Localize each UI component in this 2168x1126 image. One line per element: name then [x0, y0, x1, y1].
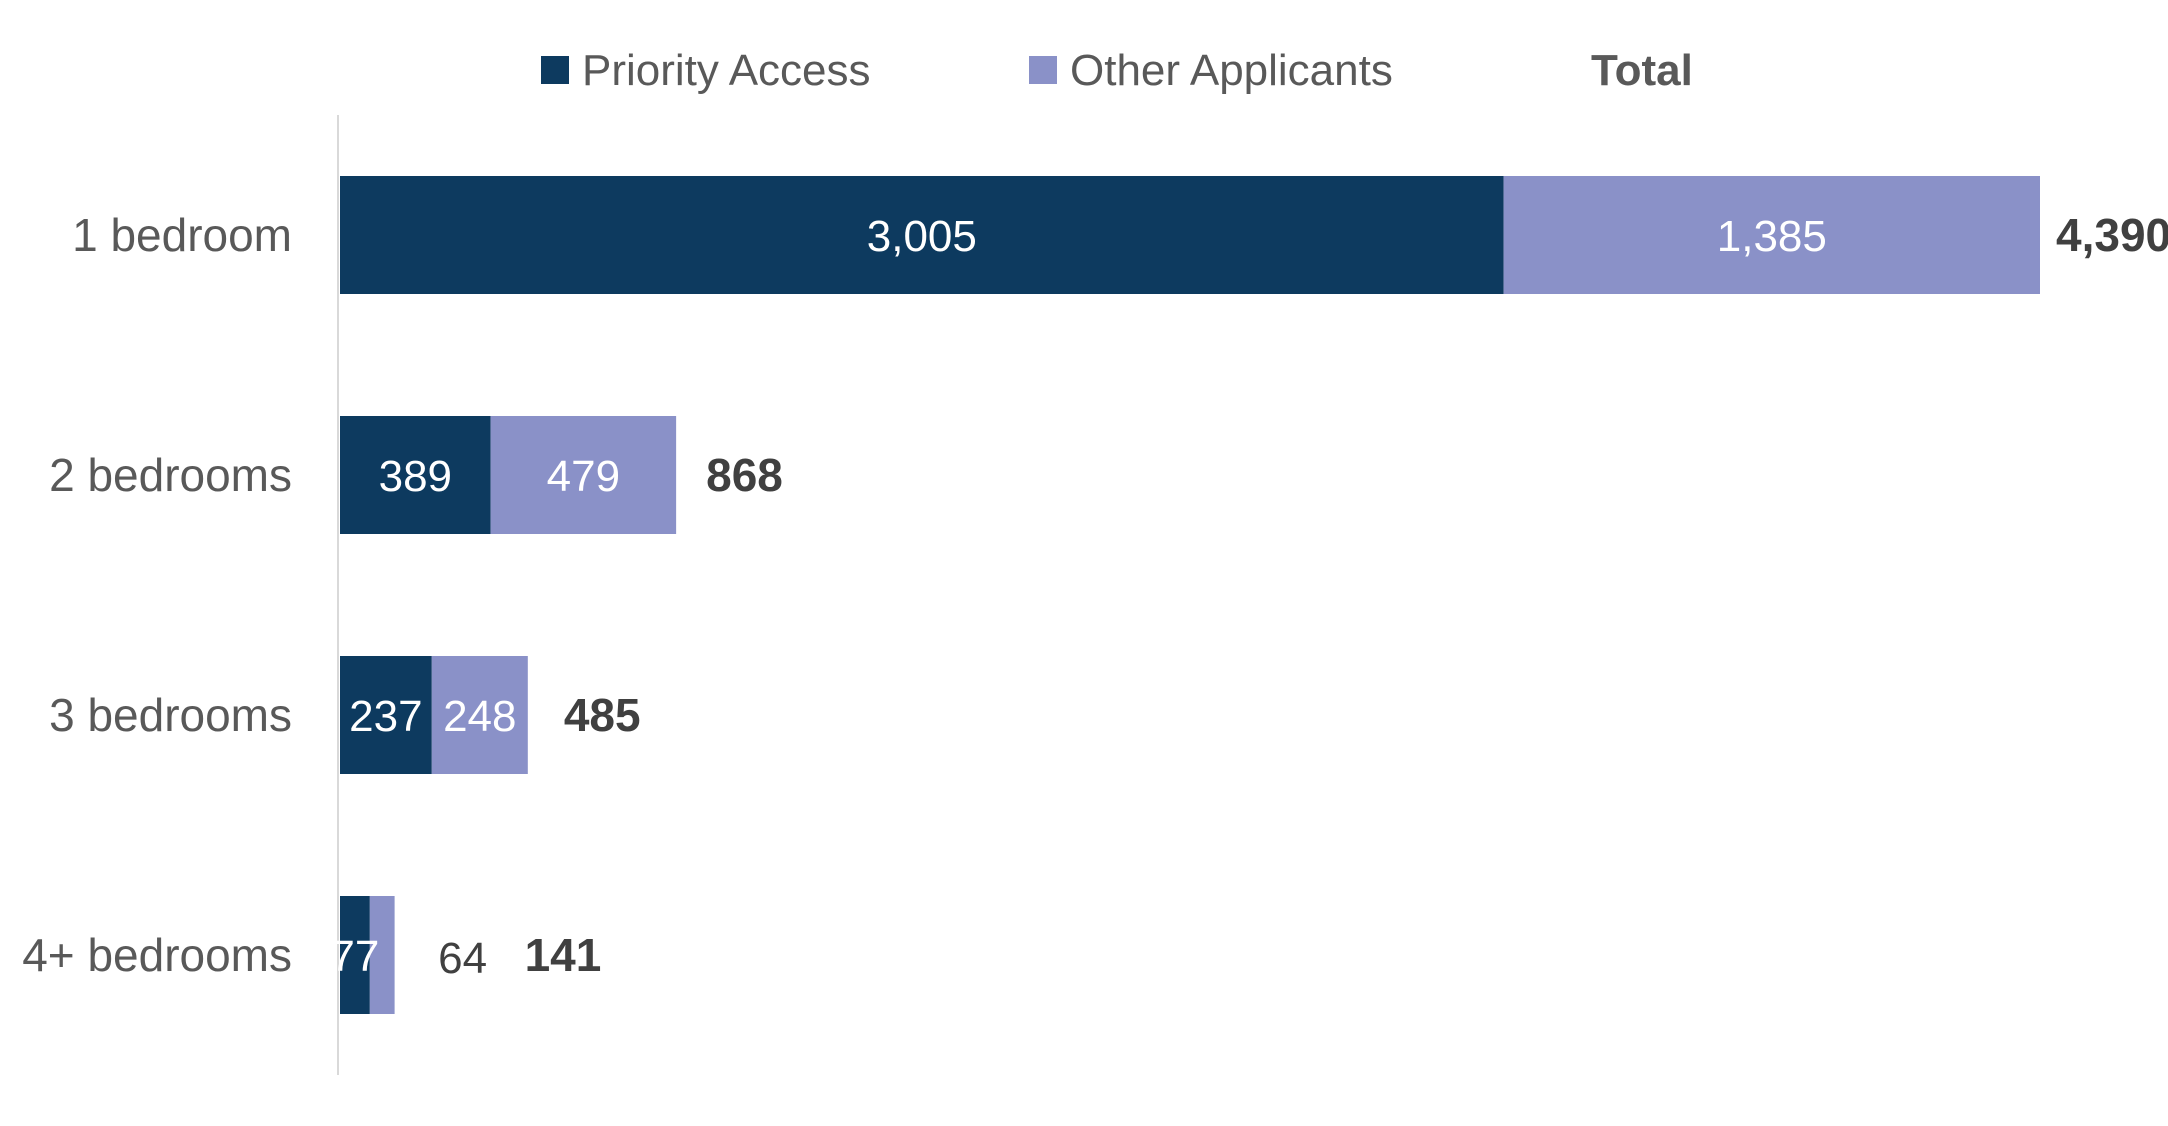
legend-swatch-priority-access — [541, 56, 569, 84]
category-label-3-bedrooms: 3 bedrooms — [49, 689, 292, 741]
bar-priority-access-4-bedrooms — [340, 896, 370, 1014]
value-labels: 3,005 1,385 4,390 389 479 868 237 248 485 77 64 141 — [330, 209, 2168, 983]
value-label-other-applicants-3-bedrooms: 248 — [443, 692, 516, 741]
value-label-priority-access-3-bedrooms: 237 — [349, 692, 422, 741]
value-label-other-applicants-4-bedrooms: 64 — [438, 934, 487, 983]
legend-label-total: Total — [1591, 46, 1693, 95]
bar-priority-access-3-bedrooms — [340, 656, 432, 774]
value-label-priority-access-4-bedrooms: 77 — [330, 932, 379, 981]
total-label-2-bedrooms: 868 — [706, 449, 783, 501]
total-label-4-bedrooms: 141 — [525, 929, 602, 981]
value-label-priority-access-1-bedroom: 3,005 — [867, 212, 977, 261]
bar-other-applicants-4-bedrooms — [369, 896, 395, 1014]
value-label-other-applicants-2-bedrooms: 479 — [547, 452, 620, 501]
category-axis: 1 bedroom 2 bedrooms 3 bedrooms 4+ bedrooms — [22, 115, 339, 1075]
value-label-other-applicants-1-bedroom: 1,385 — [1717, 212, 1827, 261]
bars — [340, 176, 2040, 1014]
bar-other-applicants-1-bedroom — [1503, 176, 2040, 294]
bar-priority-access-2-bedrooms — [340, 416, 491, 534]
category-label-2-bedrooms: 2 bedrooms — [49, 449, 292, 501]
legend-swatch-other-applicants — [1029, 56, 1057, 84]
category-label-1-bedroom: 1 bedroom — [72, 209, 292, 261]
legend: Priority Access Other Applicants Total — [541, 46, 1693, 95]
bar-other-applicants-2-bedrooms — [490, 416, 677, 534]
legend-label-other-applicants: Other Applicants — [1070, 46, 1393, 95]
bar-other-applicants-3-bedrooms — [431, 656, 528, 774]
bar-priority-access-1-bedroom — [340, 176, 1504, 294]
value-label-priority-access-2-bedrooms: 389 — [379, 452, 452, 501]
category-label-4-bedrooms: 4+ bedrooms — [22, 929, 292, 981]
total-label-1-bedroom: 4,390 — [2056, 209, 2168, 261]
total-label-3-bedrooms: 485 — [564, 689, 641, 741]
legend-label-priority-access: Priority Access — [582, 46, 871, 95]
